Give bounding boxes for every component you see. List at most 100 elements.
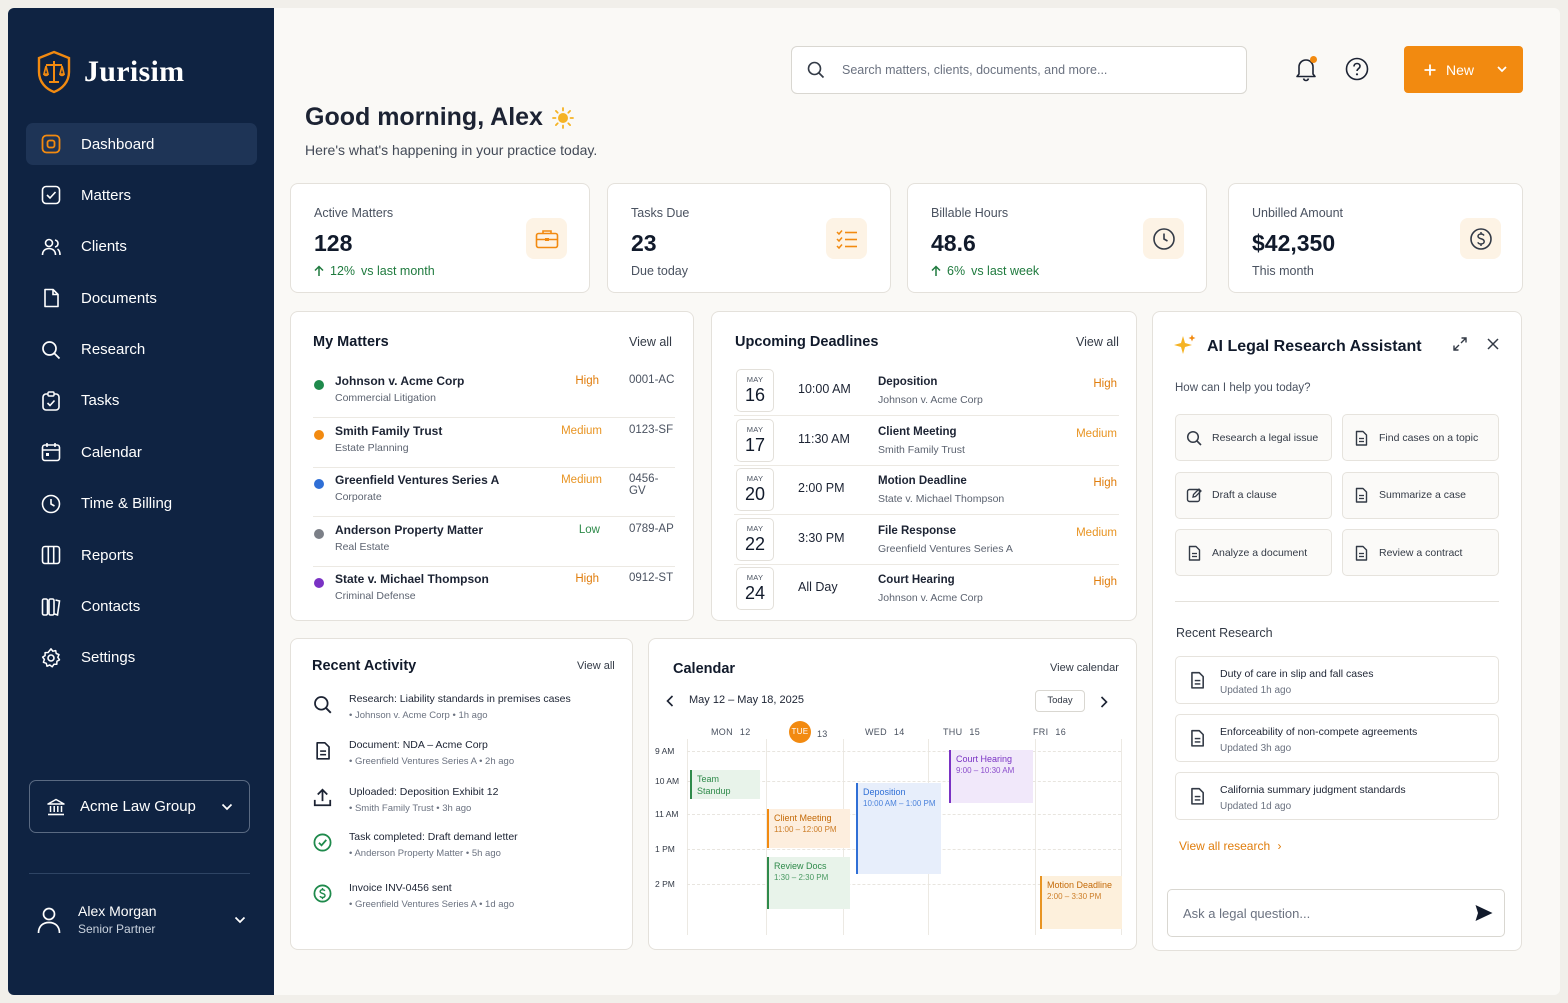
assistant-action-analyze-a-document[interactable]: Analyze a document: [1175, 529, 1332, 576]
bullet: •: [349, 803, 355, 814]
activity-item[interactable]: Invoice INV-0456 sent • Greenfield Ventur…: [313, 882, 613, 916]
ask-question-field[interactable]: [1167, 889, 1505, 937]
activity-time: 3h ago: [442, 803, 472, 814]
close-icon[interactable]: [1487, 338, 1499, 350]
user-menu[interactable]: Alex Morgan Senior Partner: [36, 903, 246, 936]
calendar-event[interactable]: Motion Deadline 2:00 – 3:30 PM: [1040, 876, 1122, 929]
nav-label: Research: [81, 341, 146, 359]
help-button[interactable]: [1345, 57, 1369, 81]
org-name: Acme Law Group: [80, 798, 196, 815]
activity-item[interactable]: Uploaded: Deposition Exhibit 12 • Smith F…: [313, 786, 613, 820]
assistant-action-research-a-legal-issue[interactable]: Research a legal issue: [1175, 414, 1332, 461]
nav-label: Reports: [81, 546, 134, 564]
deadline-matter: Greenfield Ventures Series A: [878, 542, 1013, 555]
stat-card-tasks-due[interactable]: Tasks Due 23 Due today: [607, 183, 891, 293]
chevron-left-icon[interactable]: [666, 695, 674, 707]
ai-assistant-panel: AI Legal Research Assistant How can I he…: [1152, 311, 1522, 951]
nav-item-dashboard[interactable]: Dashboard: [26, 123, 257, 165]
date-day: 24: [744, 583, 766, 603]
chevron-right-icon[interactable]: [1100, 696, 1108, 708]
nav-item-calendar[interactable]: Calendar: [26, 431, 257, 473]
deadlines-view-all-link[interactable]: View all: [1076, 335, 1119, 349]
send-icon[interactable]: [1474, 903, 1494, 923]
date-month: MAY: [746, 424, 764, 434]
reports-icon: [41, 545, 61, 565]
event-time: 1:30 – 2:30 PM: [774, 873, 829, 882]
assistant-action-summarize-a-case[interactable]: Summarize a case: [1342, 471, 1499, 519]
deadline-row[interactable]: MAY 20 2:00 PM Motion Deadline State v. Mich…: [734, 466, 1119, 515]
calendar-event[interactable]: Review Docs 1:30 – 2:30 PM: [767, 857, 850, 909]
stat-icon: [1143, 218, 1184, 259]
deadline-row[interactable]: MAY 22 3:30 PM File Response Greenfield Vent…: [734, 516, 1119, 565]
matter-name: Smith Family Trust: [335, 423, 443, 438]
matters-view-all-link[interactable]: View all: [629, 335, 672, 349]
matter-row[interactable]: State v. Michael Thompson Criminal Defens…: [313, 567, 675, 616]
assistant-action-draft-a-clause[interactable]: Draft a clause: [1175, 471, 1332, 519]
org-switcher[interactable]: Acme Law Group: [29, 780, 250, 833]
view-calendar-link[interactable]: View calendar: [1050, 662, 1119, 674]
recent-research-item[interactable]: Enforceability of non-compete agreements…: [1175, 714, 1499, 762]
matter-row[interactable]: Greenfield Ventures Series A Corporate Med…: [313, 468, 675, 517]
activity-item[interactable]: Research: Liability standards in premise…: [313, 693, 613, 727]
nav-item-settings[interactable]: Settings: [26, 637, 257, 679]
calendar-event[interactable]: Client Meeting 11:00 – 12:00 PM: [767, 809, 850, 848]
sidebar: Jurisim Dashboard Matters Clients Docume…: [8, 8, 274, 995]
deadline-row[interactable]: MAY 24 All Day Court Hearing Johnson v. Acme…: [734, 565, 1119, 614]
nav-item-documents[interactable]: Documents: [26, 277, 257, 319]
main-nav: Dashboard Matters Clients Documents Rese…: [26, 123, 257, 688]
date-badge: MAY 22: [736, 517, 774, 561]
assistant-action-find-cases-on-a-topic[interactable]: Find cases on a topic: [1342, 414, 1499, 461]
dashboard-icon: [41, 134, 61, 154]
view-all-research-link[interactable]: View all research ›: [1179, 839, 1282, 853]
nav-item-tasks[interactable]: Tasks: [26, 380, 257, 422]
deadline-row[interactable]: MAY 16 10:00 AM Deposition Johnson v. Acme C…: [734, 367, 1119, 416]
matter-row[interactable]: Anderson Property Matter Real Estate Low 07…: [313, 518, 675, 567]
calendar-range: May 12 – May 18, 2025: [689, 694, 804, 706]
assistant-action-review-a-contract[interactable]: Review a contract: [1342, 529, 1499, 576]
recent-research-item[interactable]: California summary judgment standards Upd…: [1175, 772, 1499, 820]
deadline-row[interactable]: MAY 17 11:30 AM Client Meeting Smith Family …: [734, 417, 1119, 466]
stat-card-billable-hours[interactable]: Billable Hours 48.6 6% vs last week: [907, 183, 1207, 293]
day-number: 14: [893, 727, 905, 737]
stat-card-unbilled-amount[interactable]: Unbilled Amount $42,350 This month: [1228, 183, 1523, 293]
activity-meta: • Anderson Property Matter • 5h ago: [349, 848, 501, 859]
search-input[interactable]: [842, 63, 1222, 77]
calendar-event[interactable]: Court Hearing 9:00 – 10:30 AM: [949, 750, 1033, 803]
new-button[interactable]: New: [1404, 46, 1523, 93]
activity-view-all-link[interactable]: View all: [577, 660, 615, 672]
nav-item-matters[interactable]: Matters: [26, 174, 257, 216]
recent-research-item[interactable]: Duty of care in slip and fall cases Updat…: [1175, 656, 1499, 704]
nav-item-contacts[interactable]: Contacts: [26, 586, 257, 628]
action-label: Research a legal issue: [1212, 431, 1319, 444]
matter-status-dot: [314, 479, 324, 489]
today-badge: TUE: [789, 721, 811, 743]
calendar-event[interactable]: Deposition 10:00 AM – 1:00 PM: [856, 783, 941, 874]
notifications-button[interactable]: [1294, 56, 1318, 82]
matter-status-dot: [314, 429, 324, 440]
nav-item-research[interactable]: Research: [26, 329, 257, 371]
activity-item[interactable]: Document: NDA – Acme Corp • Greenfield Ve…: [313, 739, 613, 773]
ask-input[interactable]: [1183, 905, 1463, 921]
sparkle-icon: [1174, 334, 1196, 354]
matter-code: 0456-GV: [629, 473, 659, 497]
matter-row[interactable]: Smith Family Trust Estate Planning Medium 0…: [313, 419, 675, 468]
global-search[interactable]: [791, 46, 1247, 94]
expand-icon[interactable]: [1453, 337, 1467, 351]
matter-name: Johnson v. Acme Corp: [335, 374, 465, 388]
date-month: MAY: [746, 523, 764, 533]
bullet: •: [476, 899, 486, 910]
matter-type: Commercial Litigation: [335, 392, 436, 404]
event-title: Deposition: [863, 787, 906, 797]
stat-value: 23: [631, 230, 657, 256]
matter-name: Greenfield Ventures Series A: [335, 473, 500, 487]
nav-item-time-billing[interactable]: Time & Billing: [26, 483, 257, 525]
nav-item-clients[interactable]: Clients: [26, 226, 257, 268]
activity-item[interactable]: Task completed: Draft demand letter • And…: [313, 831, 613, 865]
nav-item-reports[interactable]: Reports: [26, 534, 257, 576]
stat-card-active-matters[interactable]: Active Matters 128 12% vs last month: [290, 183, 590, 293]
matter-row[interactable]: Johnson v. Acme Corp Commercial Litigatio…: [313, 369, 675, 418]
action-label: Review a contract: [1379, 546, 1463, 559]
nav-label: Calendar: [81, 443, 142, 461]
today-button[interactable]: Today: [1035, 690, 1085, 712]
calendar-event[interactable]: Team Standup9:30 – 10:00 AM: [690, 770, 760, 799]
